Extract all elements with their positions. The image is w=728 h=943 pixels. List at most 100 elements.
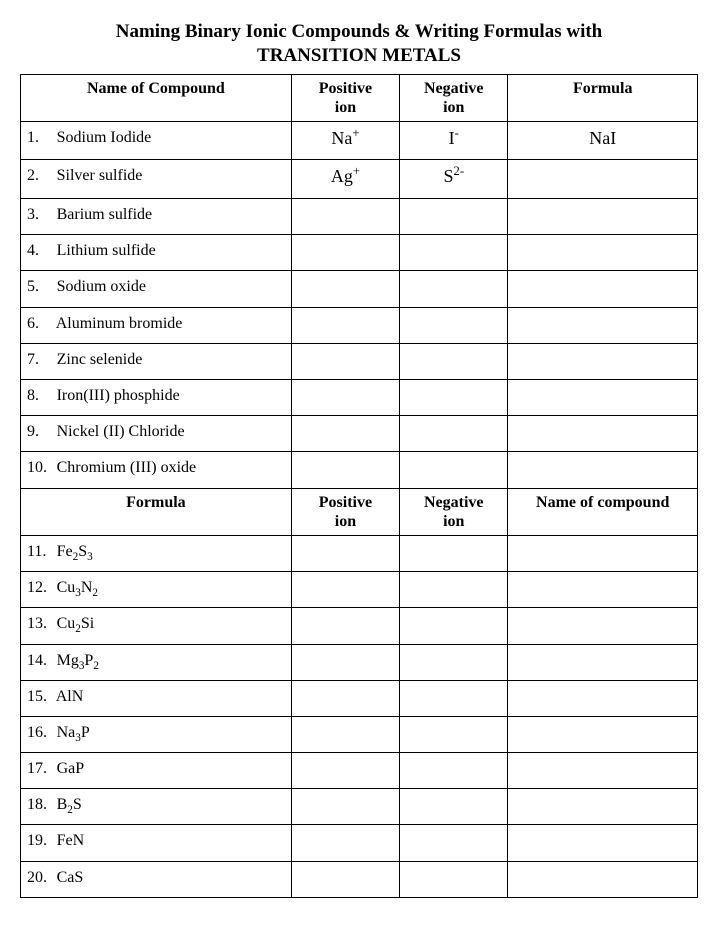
compound-name-cell: 7. Zinc selenide	[21, 343, 292, 379]
worksheet-table: Name of CompoundPositiveionNegativeionFo…	[20, 74, 698, 898]
table-header-row: FormulaPositiveionNegativeionName of com…	[21, 488, 698, 535]
formula-name-cell: 19. FeN	[21, 825, 292, 861]
table-row: 4. Lithium sulfide	[21, 235, 698, 271]
negative-ion-cell	[400, 271, 508, 307]
negative-ion-cell	[400, 199, 508, 235]
negative-ion-cell	[400, 789, 508, 825]
col-header: Formula	[21, 488, 292, 535]
positive-ion-cell: Ag+	[291, 160, 399, 199]
compound-name-cell	[508, 825, 698, 861]
negative-ion-cell	[400, 343, 508, 379]
negative-ion-cell	[400, 861, 508, 897]
worksheet-title: Naming Binary Ionic Compounds & Writing …	[20, 20, 698, 68]
table-row: 8. Iron(III) phosphide	[21, 380, 698, 416]
positive-ion-cell	[291, 271, 399, 307]
positive-ion-cell	[291, 608, 399, 644]
positive-ion-cell	[291, 825, 399, 861]
formula-cell	[508, 380, 698, 416]
negative-ion-cell	[400, 608, 508, 644]
table-row: 2. Silver sulfideAg+S2-	[21, 160, 698, 199]
negative-ion-cell: I-	[400, 121, 508, 160]
negative-ion-cell: S2-	[400, 160, 508, 199]
compound-name-cell: 8. Iron(III) phosphide	[21, 380, 292, 416]
table-row: 15. AlN	[21, 680, 698, 716]
negative-ion-cell	[400, 644, 508, 680]
negative-ion-cell	[400, 535, 508, 571]
positive-ion-cell	[291, 380, 399, 416]
formula-cell	[508, 199, 698, 235]
negative-ion-cell	[400, 380, 508, 416]
table-row: 17. GaP	[21, 753, 698, 789]
formula-name-cell: 13. Cu2Si	[21, 608, 292, 644]
negative-ion-cell	[400, 235, 508, 271]
positive-ion-cell	[291, 416, 399, 452]
positive-ion-cell	[291, 199, 399, 235]
table-row: 14. Mg3P2	[21, 644, 698, 680]
table-row: 12. Cu3N2	[21, 572, 698, 608]
col-header: Name of compound	[508, 488, 698, 535]
formula-cell	[508, 235, 698, 271]
table-row: 10. Chromium (III) oxide	[21, 452, 698, 488]
positive-ion-cell	[291, 235, 399, 271]
formula-cell	[508, 452, 698, 488]
positive-ion-cell	[291, 753, 399, 789]
positive-ion-cell	[291, 452, 399, 488]
col-header: Negativeion	[400, 74, 508, 121]
formula-name-cell: 16. Na3P	[21, 716, 292, 752]
formula-cell	[508, 416, 698, 452]
formula-name-cell: 11. Fe2S3	[21, 535, 292, 571]
compound-name-cell	[508, 608, 698, 644]
compound-name-cell	[508, 680, 698, 716]
formula-cell	[508, 271, 698, 307]
positive-ion-cell	[291, 861, 399, 897]
formula-cell	[508, 307, 698, 343]
formula-name-cell: 15. AlN	[21, 680, 292, 716]
compound-name-cell: 3. Barium sulfide	[21, 199, 292, 235]
compound-name-cell: 1. Sodium Iodide	[21, 121, 292, 160]
positive-ion-cell: Na+	[291, 121, 399, 160]
table-row: 20. CaS	[21, 861, 698, 897]
col-header: Name of Compound	[21, 74, 292, 121]
compound-name-cell	[508, 535, 698, 571]
compound-name-cell: 5. Sodium oxide	[21, 271, 292, 307]
compound-name-cell	[508, 789, 698, 825]
table-row: 19. FeN	[21, 825, 698, 861]
formula-name-cell: 17. GaP	[21, 753, 292, 789]
title-line-1: Naming Binary Ionic Compounds & Writing …	[116, 21, 603, 42]
formula-name-cell: 14. Mg3P2	[21, 644, 292, 680]
negative-ion-cell	[400, 753, 508, 789]
compound-name-cell	[508, 716, 698, 752]
negative-ion-cell	[400, 825, 508, 861]
negative-ion-cell	[400, 716, 508, 752]
table-row: 16. Na3P	[21, 716, 698, 752]
table-row: 9. Nickel (II) Chloride	[21, 416, 698, 452]
formula-cell: NaI	[508, 121, 698, 160]
positive-ion-cell	[291, 307, 399, 343]
compound-name-cell: 4. Lithium sulfide	[21, 235, 292, 271]
formula-name-cell: 18. B2S	[21, 789, 292, 825]
negative-ion-cell	[400, 416, 508, 452]
negative-ion-cell	[400, 452, 508, 488]
compound-name-cell: 6. Aluminum bromide	[21, 307, 292, 343]
negative-ion-cell	[400, 307, 508, 343]
positive-ion-cell	[291, 716, 399, 752]
positive-ion-cell	[291, 535, 399, 571]
table-row: 7. Zinc selenide	[21, 343, 698, 379]
compound-name-cell	[508, 753, 698, 789]
col-header: Positiveion	[291, 74, 399, 121]
formula-cell	[508, 343, 698, 379]
compound-name-cell	[508, 572, 698, 608]
negative-ion-cell	[400, 572, 508, 608]
table-row: 5. Sodium oxide	[21, 271, 698, 307]
compound-name-cell	[508, 644, 698, 680]
col-header: Negativeion	[400, 488, 508, 535]
formula-name-cell: 20. CaS	[21, 861, 292, 897]
table-row: 11. Fe2S3	[21, 535, 698, 571]
compound-name-cell: 9. Nickel (II) Chloride	[21, 416, 292, 452]
table-row: 3. Barium sulfide	[21, 199, 698, 235]
table-row: 13. Cu2Si	[21, 608, 698, 644]
positive-ion-cell	[291, 680, 399, 716]
formula-cell	[508, 160, 698, 199]
table-header-row: Name of CompoundPositiveionNegativeionFo…	[21, 74, 698, 121]
positive-ion-cell	[291, 343, 399, 379]
